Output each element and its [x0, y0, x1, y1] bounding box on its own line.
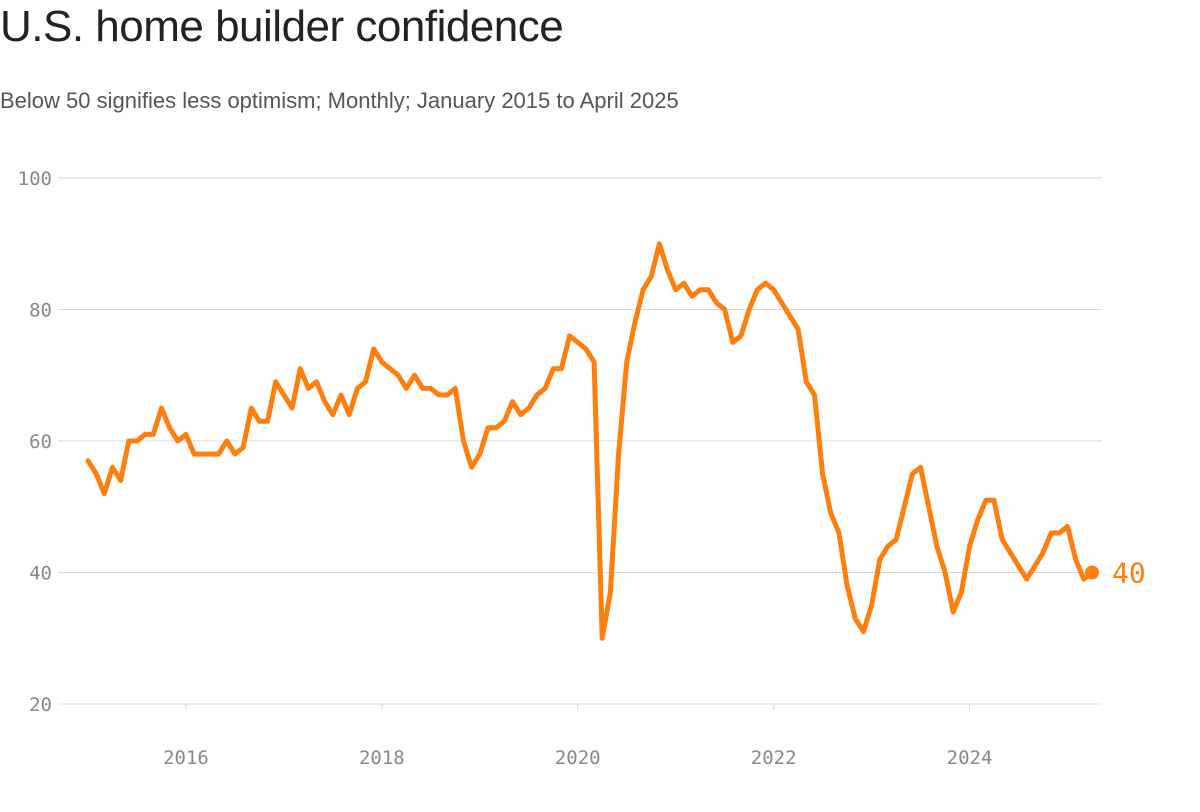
y-tick-label: 100 — [18, 168, 52, 190]
end-point-marker — [1085, 565, 1099, 580]
x-tick-label: 2016 — [163, 747, 209, 769]
x-tick-label: 2020 — [555, 747, 601, 769]
chart-subtitle: Below 50 signifies less optimism; Monthl… — [0, 88, 679, 113]
gridlines — [58, 177, 1102, 705]
chart-title: U.S. home builder confidence — [0, 2, 564, 51]
end-value-label: 40 — [1112, 557, 1146, 590]
x-tick-label: 2022 — [751, 747, 797, 769]
y-tick-label: 80 — [29, 300, 52, 322]
y-axis-ticks: 100 80 60 40 20 — [18, 168, 52, 716]
series-group — [85, 241, 1095, 641]
x-axis-ticks: 2016 2018 2020 2022 2024 — [163, 704, 992, 769]
y-tick-label: 20 — [29, 694, 52, 716]
series-line — [85, 241, 1095, 641]
x-tick-label: 2018 — [359, 747, 405, 769]
y-tick-label: 40 — [29, 563, 52, 585]
x-tick-label: 2024 — [947, 747, 993, 769]
y-tick-label: 60 — [29, 431, 52, 453]
end-marker-group: 40 — [1085, 557, 1146, 590]
